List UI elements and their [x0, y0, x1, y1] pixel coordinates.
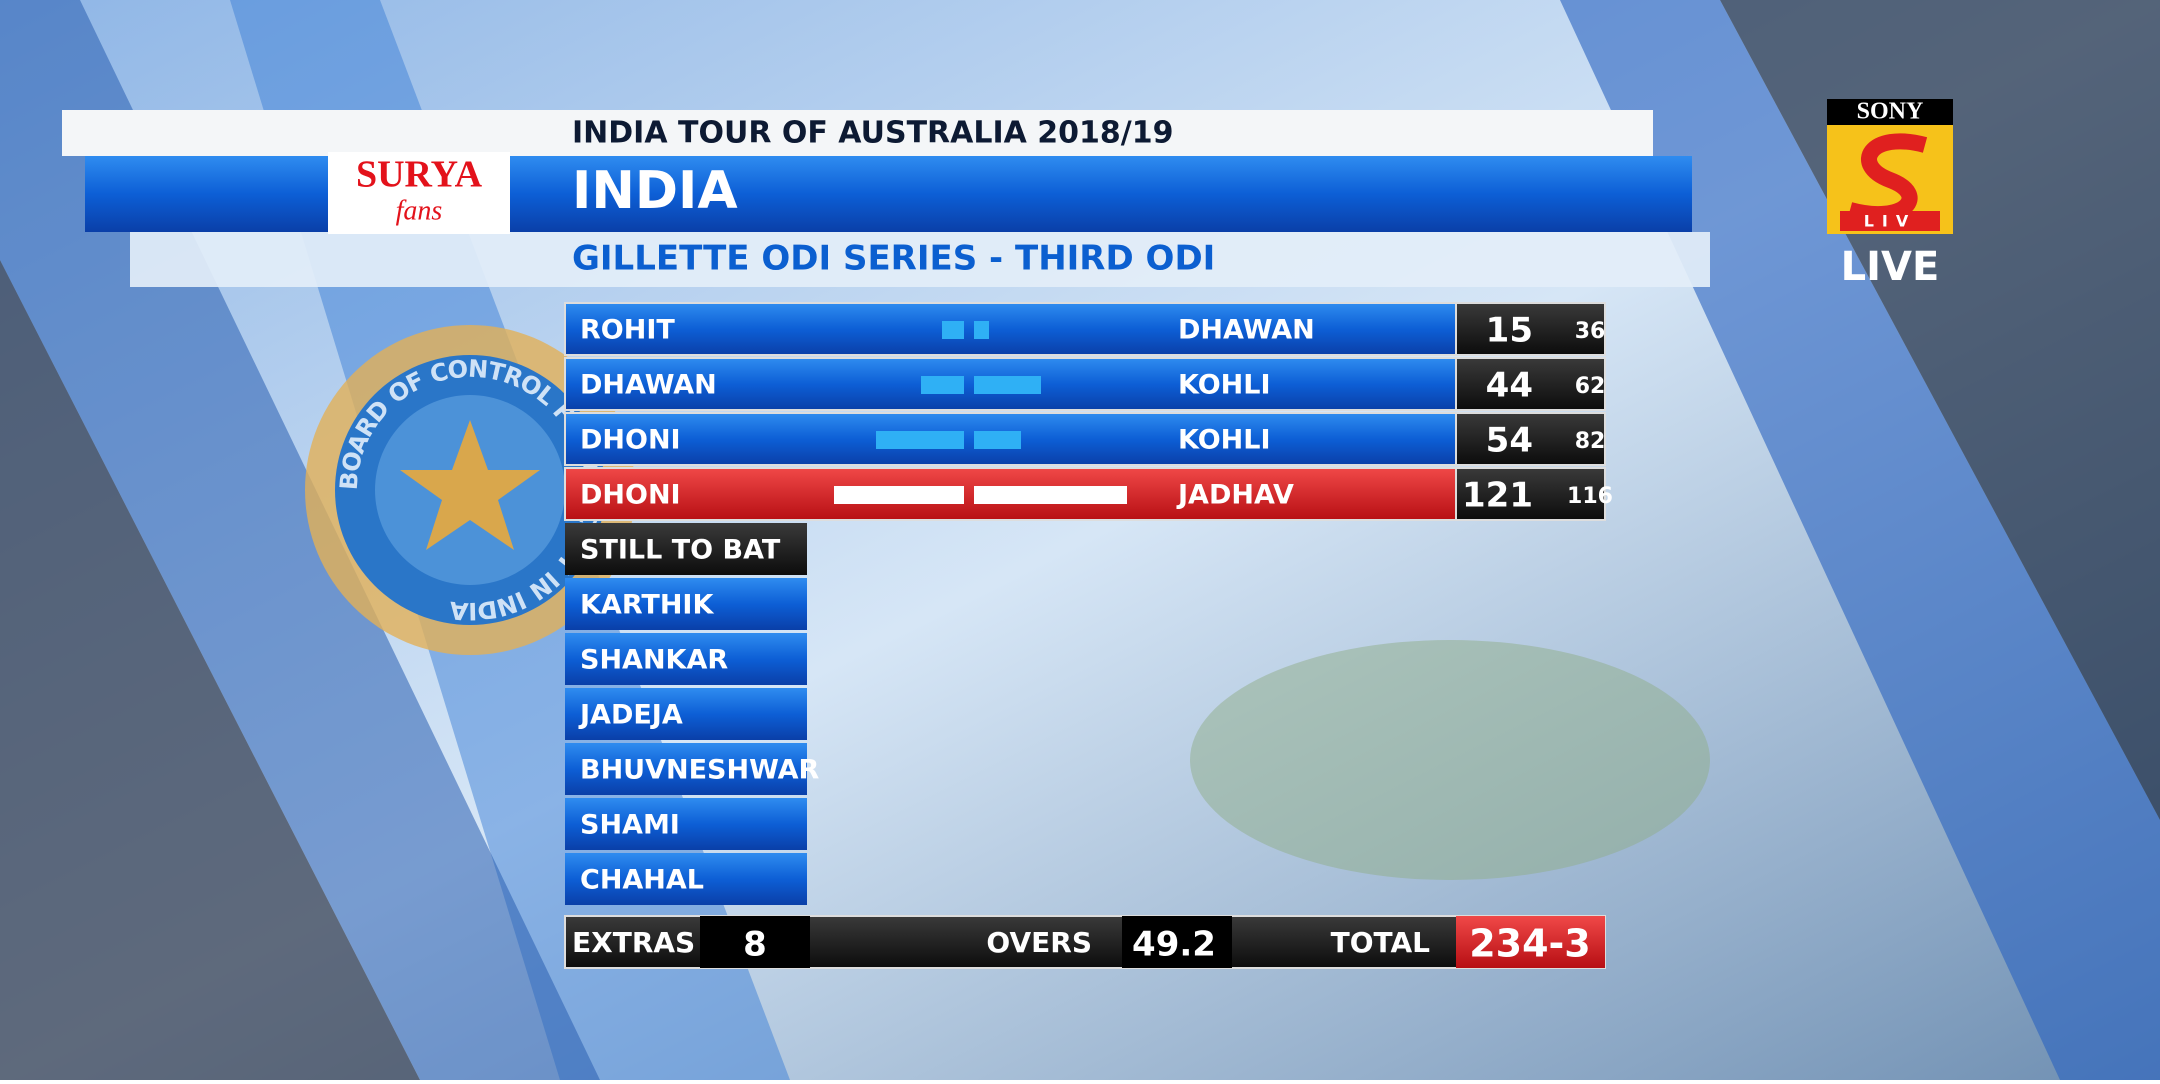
sponsor-tagline: fans — [396, 195, 443, 226]
score-box — [1455, 357, 1606, 411]
partnership-bar — [921, 376, 964, 394]
player-name: BHUVNESHWAR — [580, 755, 820, 786]
still-header: STILL TO BAT — [580, 535, 781, 566]
balls: 116 — [1567, 484, 1613, 509]
partnership-bar — [974, 376, 1041, 394]
partnership-bar — [974, 321, 989, 339]
channel-logo: SONY LIV LIVE — [1827, 99, 1953, 290]
team-title: INDIA — [572, 161, 738, 221]
batter-name: KOHLI — [1178, 370, 1271, 401]
sponsor-brand: SURYA — [356, 154, 483, 196]
partnership-bar — [974, 486, 1127, 504]
player-bg — [565, 853, 807, 905]
player-name: JADEJA — [578, 700, 683, 731]
balls: 36 — [1575, 319, 1606, 344]
partnership-bar — [974, 431, 1021, 449]
batter-name: ROHIT — [580, 315, 675, 346]
still-to-bat: STILL TO BAT KARTHIK SHANKAR JADEJA BHUVNESH… — [565, 523, 820, 905]
player-name: SHAMI — [580, 810, 680, 841]
sponsor-box — [328, 152, 510, 234]
partnerships: ROHIT DHAWAN 15 36 DHAWAN KOHLI 44 62 DHONI KOHLI… — [564, 302, 1613, 521]
balls: 62 — [1575, 374, 1606, 399]
batter-name: JADHAV — [1176, 480, 1294, 511]
partnership-bar — [942, 321, 964, 339]
batter-name: DHONI — [580, 425, 681, 456]
channel-brand: SONY — [1857, 99, 1924, 125]
series-band — [130, 232, 1710, 287]
series-title: GILLETTE ODI SERIES - THIRD ODI — [572, 239, 1215, 279]
overs-value: 49.2 — [1132, 925, 1216, 965]
runs: 121 — [1462, 476, 1533, 516]
ground — [1190, 640, 1710, 880]
batter-name: KOHLI — [1178, 425, 1271, 456]
batter-name: DHAWAN — [1178, 315, 1315, 346]
emblem: BOARD OF CONTROL FOR CRICKET IN INDIA — [305, 325, 635, 655]
channel-sub: LIV — [1864, 212, 1917, 231]
tour-band — [62, 110, 1653, 156]
live-label: LIVE — [1841, 244, 1940, 290]
extras-label: EXTRAS — [572, 926, 695, 959]
stadium — [0, 260, 420, 1080]
player-bg — [565, 578, 807, 630]
score-box — [1455, 302, 1606, 356]
overs-label: OVERS — [986, 926, 1092, 959]
footer: EXTRAS 8 OVERS 49.2 TOTAL 234-3 — [564, 915, 1606, 969]
row-bg — [564, 302, 1457, 356]
runs: 15 — [1486, 311, 1533, 351]
player-bg — [565, 688, 807, 740]
extras-value: 8 — [743, 925, 767, 965]
partnership-bar — [876, 431, 964, 449]
runs: 44 — [1486, 366, 1533, 406]
player-name: CHAHAL — [580, 865, 704, 896]
total-value: 234-3 — [1469, 922, 1591, 966]
batter-name: DHONI — [580, 480, 681, 511]
total-label: TOTAL — [1331, 926, 1430, 959]
player-bg — [565, 798, 807, 850]
batter-name: DHAWAN — [580, 370, 717, 401]
partnership-bar — [834, 486, 964, 504]
tour-title: INDIA TOUR OF AUSTRALIA 2018/19 — [572, 116, 1174, 151]
runs: 54 — [1486, 421, 1533, 461]
score-box — [1455, 467, 1606, 521]
balls: 82 — [1575, 429, 1606, 454]
player-name: SHANKAR — [580, 645, 728, 676]
team-band — [85, 156, 1692, 232]
score-box — [1455, 412, 1606, 466]
player-bg — [565, 633, 807, 685]
still-header-bg — [565, 523, 807, 575]
player-name: KARTHIK — [580, 590, 714, 621]
player-bg — [565, 743, 807, 795]
